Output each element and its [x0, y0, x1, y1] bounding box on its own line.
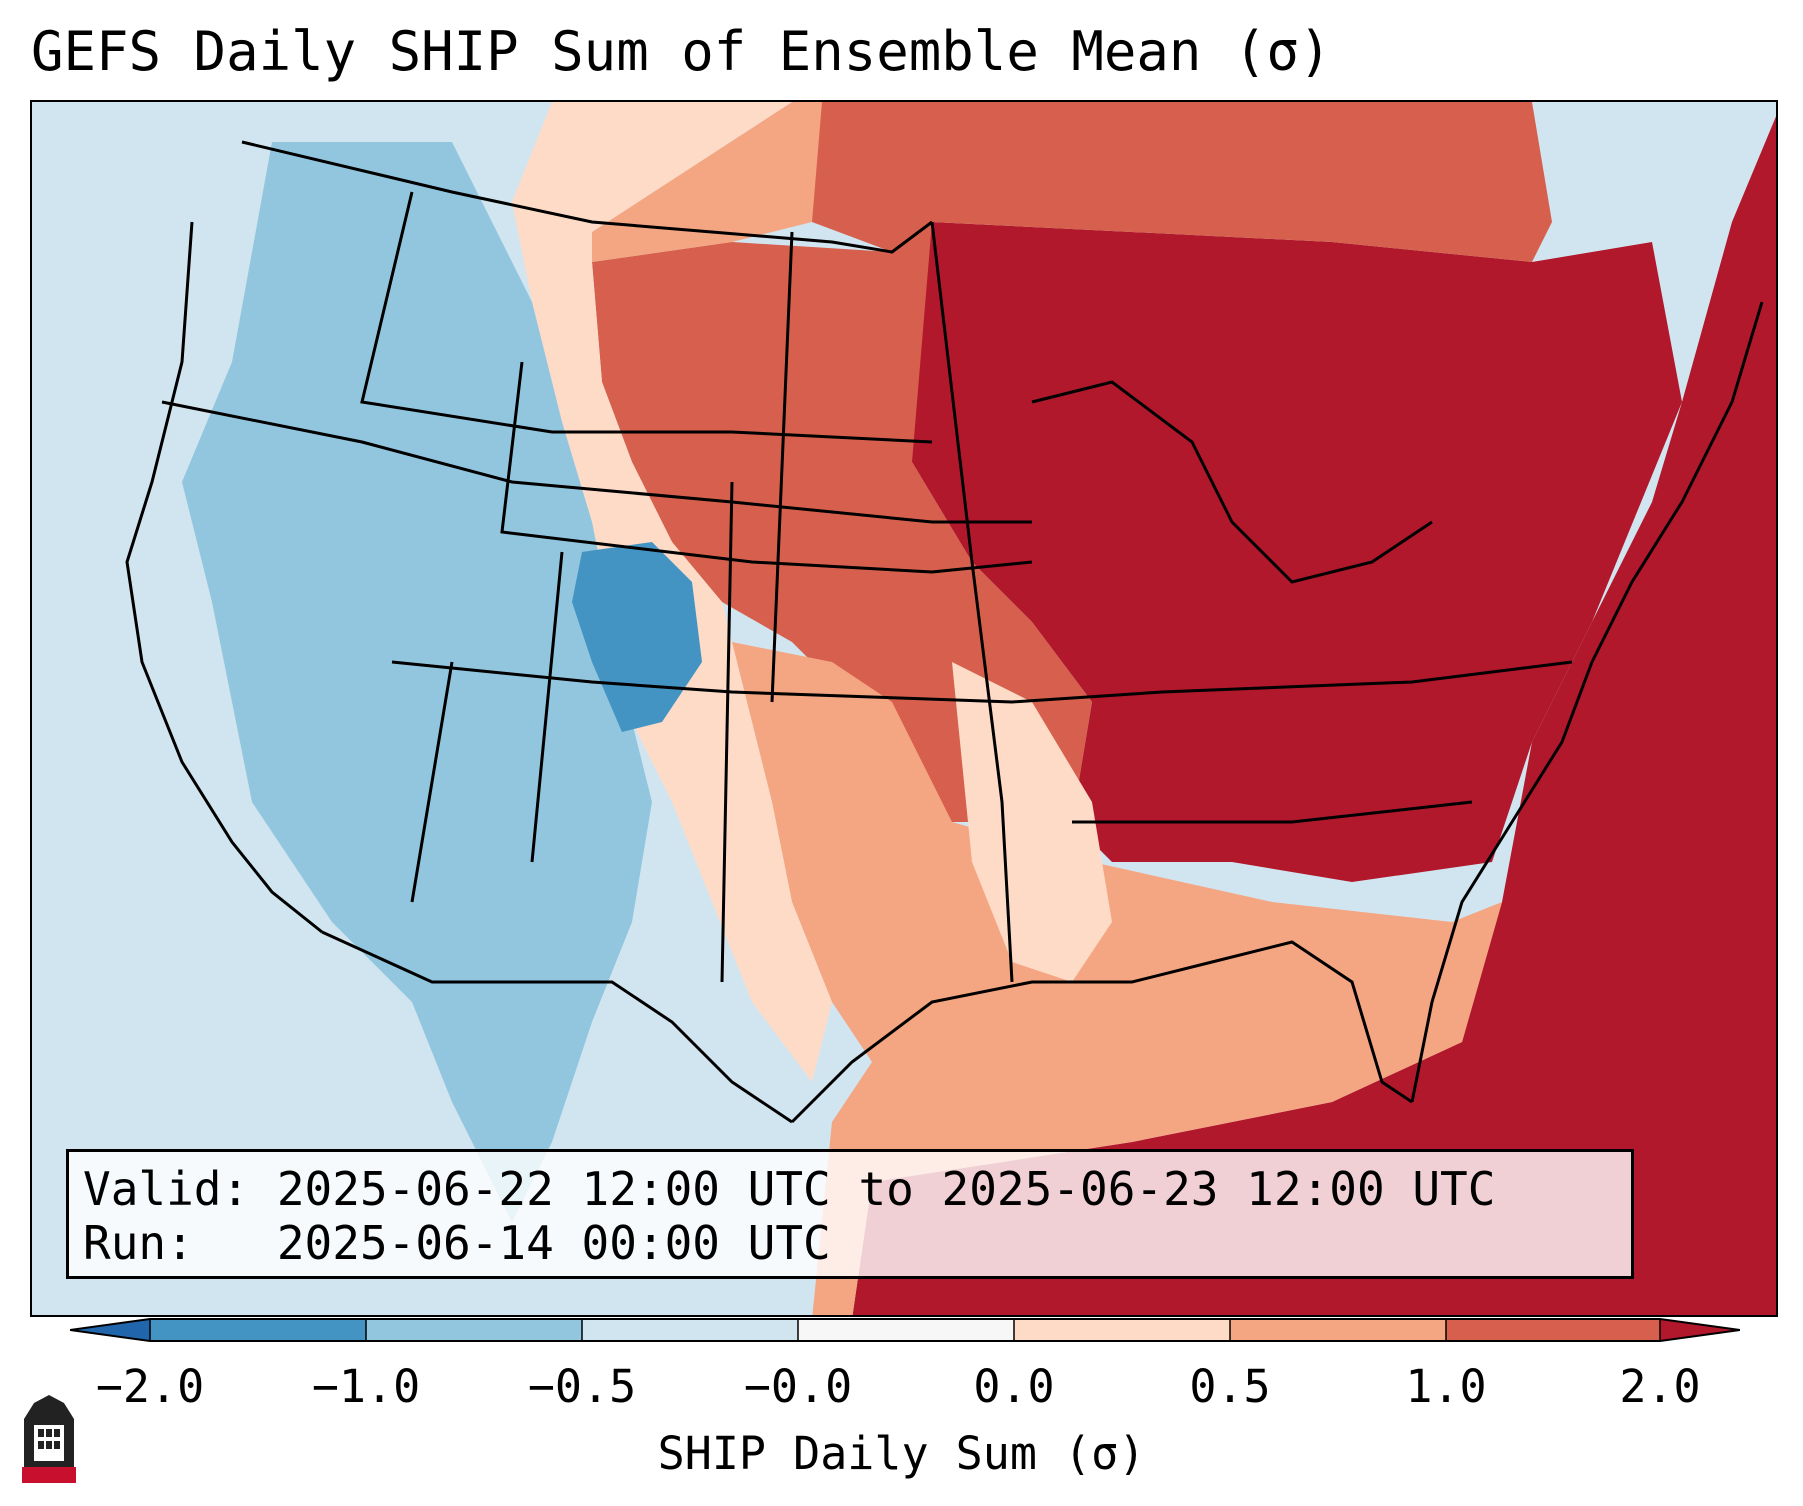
colorbar-tick-label: 2.0: [1619, 1360, 1701, 1413]
chart-title: GEFS Daily SHIP Sum of Ensemble Mean (σ): [31, 20, 1332, 83]
colorbar-bin: [582, 1319, 798, 1341]
field-atlantic-strong: [852, 116, 1776, 1315]
state-line-7: [1161, 660, 1573, 694]
state-line-4: [391, 660, 1163, 704]
colorbar-bin: [1230, 1319, 1446, 1341]
colorbar-tick-label: −0.5: [527, 1360, 637, 1413]
state-line-6: [930, 221, 1014, 983]
us-canada-border: [241, 140, 933, 254]
colorbar-tick-label: −2.0: [95, 1360, 205, 1413]
info-box: Valid: 2025-06-22 12:00 UTC to 2025-06-2…: [66, 1149, 1634, 1279]
state-line-2: [161, 400, 1032, 524]
east-coast: [1410, 301, 1764, 1103]
state-line-5: [410, 231, 794, 983]
state-line-8: [1072, 800, 1473, 824]
anomaly-field-layer: [182, 102, 1776, 1315]
colorbar-tick-label: 1.0: [1405, 1360, 1487, 1413]
colorbar-tick-label: 0.5: [1189, 1360, 1271, 1413]
colorbar-extend-low: [70, 1319, 150, 1341]
colorbar-tick-label: 0.0: [973, 1360, 1055, 1413]
run-time-text: Run: 2025-06-14 00:00 UTC: [83, 1216, 831, 1270]
state-line-1: [360, 191, 933, 444]
colorbar-bins: [70, 1319, 1740, 1341]
colorbar-bin: [798, 1319, 1014, 1341]
gulf-coast: [790, 940, 1413, 1124]
west-coast: [125, 221, 323, 934]
boundary-lines: [125, 140, 1764, 1124]
colorbar-extend-high: [1660, 1319, 1740, 1341]
colorbar-tick-label: −1.0: [311, 1360, 421, 1413]
colorbar-bin: [1014, 1319, 1230, 1341]
colorbar: [70, 1318, 1740, 1342]
colorbar-outline: [70, 1318, 1740, 1342]
niu-logo-icon: [22, 1395, 76, 1483]
field-canada-moderate: [792, 102, 1552, 262]
colorbar-bin: [150, 1319, 366, 1341]
field-colorado-negative: [572, 542, 702, 732]
colorbar-bin: [366, 1319, 582, 1341]
great-lakes: [1031, 380, 1433, 584]
colorbar-bin: [1446, 1319, 1660, 1341]
anomaly-map: [32, 102, 1776, 1315]
colorbar-label: SHIP Daily Sum (σ): [657, 1427, 1146, 1480]
valid-time-text: Valid: 2025-06-22 12:00 UTC to 2025-06-2…: [83, 1162, 1496, 1216]
field-west-negative: [182, 142, 652, 1222]
mexico-border: [321, 930, 793, 1124]
field-light-positive: [592, 102, 1502, 1315]
state-line-3: [500, 361, 1033, 574]
colorbar-tick-label: −0.0: [743, 1360, 853, 1413]
map-panel: [30, 100, 1778, 1317]
